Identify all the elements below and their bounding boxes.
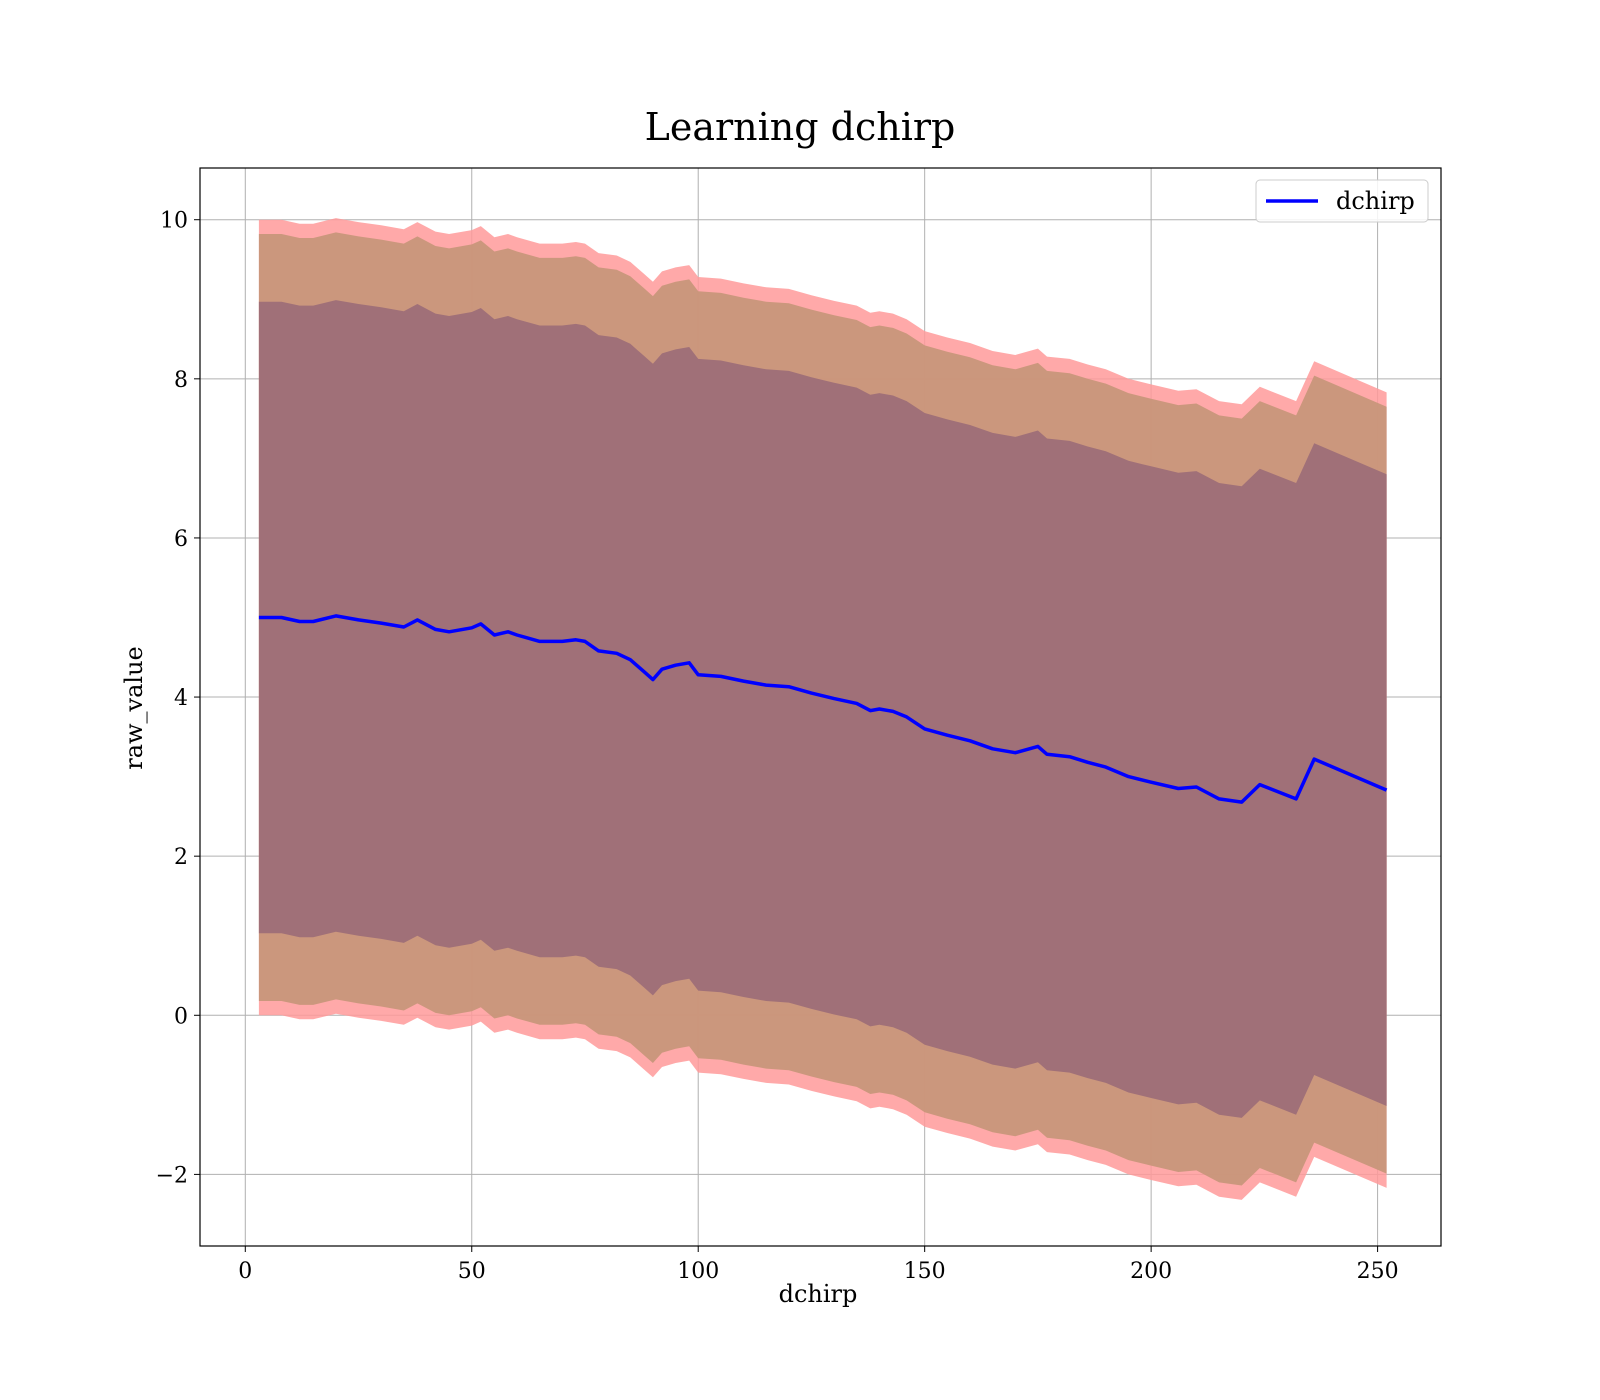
y-axis-label: raw_value — [120, 646, 148, 770]
x-tick-label: 0 — [238, 1259, 252, 1284]
series-lines — [258, 614, 1388, 804]
y-tick-label: 0 — [174, 1004, 188, 1029]
x-tick-label: 200 — [1130, 1259, 1172, 1284]
y-tick-label: −2 — [156, 1163, 188, 1188]
chart-title: Learning dchirp — [645, 105, 956, 149]
confidence-bands — [258, 218, 1387, 1200]
plot-frame — [199, 167, 1442, 1247]
axis-ticks: 0 50 100 150 200 250 −2 0 2 4 6 8 10 — [156, 209, 1399, 1284]
legend-box — [1255, 179, 1429, 223]
y-tick-label: 8 — [174, 368, 188, 393]
x-tick-label: 150 — [904, 1259, 946, 1284]
y-tick-label: 4 — [174, 686, 188, 711]
x-tick-label: 50 — [458, 1259, 486, 1284]
legend: dchirp — [1255, 179, 1429, 223]
y-tick-label: 6 — [174, 527, 188, 552]
x-tick-label: 100 — [677, 1259, 719, 1284]
y-tick-label: 2 — [174, 845, 188, 870]
series-line-dchirp — [258, 614, 1388, 804]
x-axis-label: dchirp — [779, 1280, 858, 1308]
inner-band — [258, 300, 1387, 1118]
legend-label: dchirp — [1336, 187, 1415, 215]
y-tick-label: 10 — [160, 209, 188, 234]
x-tick-label: 250 — [1357, 1259, 1399, 1284]
